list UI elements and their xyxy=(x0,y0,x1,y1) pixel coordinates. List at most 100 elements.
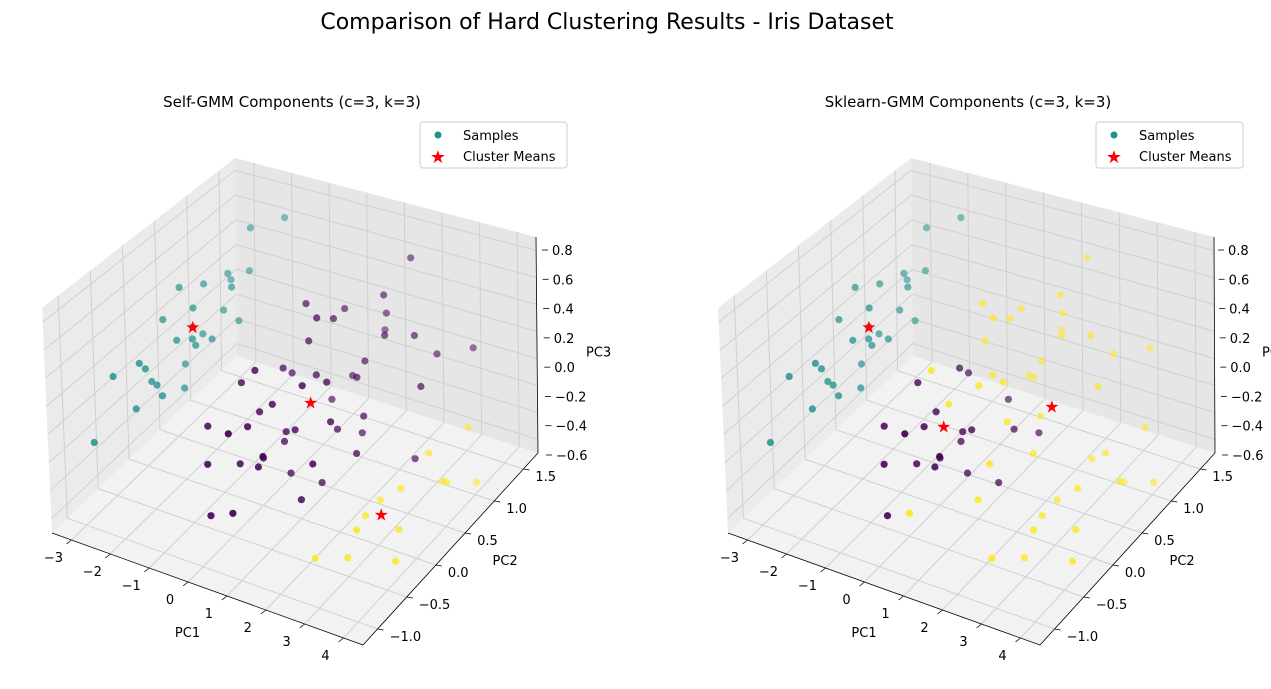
y-axis-line xyxy=(362,452,539,646)
sample-point xyxy=(224,269,232,277)
sample-point xyxy=(914,379,922,387)
sample-point xyxy=(341,305,349,313)
grid-line-y xyxy=(121,245,437,566)
sample-point xyxy=(279,364,287,372)
sample-point xyxy=(464,423,472,431)
z-axis-line xyxy=(1213,236,1216,454)
sample-point xyxy=(259,452,267,461)
grid-line-x xyxy=(1020,232,1197,639)
x-axis-line xyxy=(727,532,1041,646)
grid-line-y xyxy=(797,245,1114,566)
sample-point xyxy=(883,512,892,520)
sample-point xyxy=(376,496,384,504)
grid-line-x xyxy=(304,222,483,625)
sample-point xyxy=(957,437,965,445)
x-tick-mark xyxy=(260,609,267,615)
sample-point xyxy=(1087,331,1095,340)
self-gmm-title: Self-GMM Components (c=3, k=3) xyxy=(163,93,421,111)
x-tick-mark xyxy=(221,595,228,601)
x-tick-mark xyxy=(859,581,865,587)
sample-point xyxy=(1053,496,1061,504)
sample-point xyxy=(200,280,208,288)
sample-point xyxy=(1003,418,1011,426)
sample-point xyxy=(1094,382,1102,391)
sample-point xyxy=(1149,478,1158,486)
grid-line-z xyxy=(718,169,1215,323)
sample-point xyxy=(865,323,873,331)
x-tick-label: 4 xyxy=(321,649,329,664)
x-tick-label: 4 xyxy=(998,649,1006,664)
z-tick-label: 0.4 xyxy=(1229,303,1250,318)
z-tick-label: −0.4 xyxy=(555,420,587,435)
sample-point xyxy=(353,449,361,458)
sample-point xyxy=(256,408,264,416)
sample-point xyxy=(199,330,207,338)
y-tick-label: 1.0 xyxy=(1183,502,1204,517)
sample-point xyxy=(964,369,973,377)
x-axis-label: PC1 xyxy=(175,626,200,641)
sample-point xyxy=(361,511,370,520)
sample-point xyxy=(473,478,481,486)
sample-point xyxy=(968,426,976,434)
sample-point xyxy=(254,463,262,471)
cluster-mean-marker: ★ xyxy=(185,318,200,338)
sample-point xyxy=(1146,344,1154,352)
y-tick-mark xyxy=(523,468,530,471)
cluster-mean-marker: ★ xyxy=(1044,397,1059,417)
sample-point xyxy=(298,382,306,390)
sample-point xyxy=(323,378,331,386)
sample-point xyxy=(1004,395,1013,403)
grid-line-z xyxy=(720,219,1215,379)
sample-point xyxy=(1020,554,1029,562)
sample-point xyxy=(880,422,888,430)
sample-point xyxy=(963,469,972,477)
sample-point xyxy=(433,350,441,358)
y-tick-mark xyxy=(406,596,413,599)
y-tick-mark xyxy=(494,500,501,503)
x-tick-mark xyxy=(898,595,904,601)
sample-point xyxy=(246,224,254,232)
y-tick-label: 0.0 xyxy=(1125,566,1146,581)
y-tick-label: −0.5 xyxy=(1096,598,1128,613)
sample-point xyxy=(921,267,930,275)
sample-point xyxy=(251,366,259,374)
sample-point xyxy=(333,425,342,433)
sample-point xyxy=(439,477,447,485)
sample-point xyxy=(312,371,320,379)
x-tick-mark xyxy=(105,553,111,559)
grid-line-z xyxy=(51,343,539,520)
z-tick-label: 0.2 xyxy=(1230,332,1251,347)
grid-line-z xyxy=(47,268,538,435)
sample-point xyxy=(1116,477,1124,485)
sample-point xyxy=(835,316,843,324)
sample-point xyxy=(192,341,200,349)
sample-point xyxy=(913,460,921,468)
sample-point xyxy=(922,224,931,232)
sample-point xyxy=(1017,305,1025,313)
x-tick-label: 2 xyxy=(920,621,928,636)
sample-point xyxy=(380,291,388,299)
grid-line-x xyxy=(148,182,332,569)
sample-point xyxy=(407,254,415,262)
sample-point xyxy=(1059,309,1067,317)
sample-point xyxy=(281,214,289,222)
sample-point xyxy=(865,304,873,312)
sample-point xyxy=(911,317,919,325)
legend-frame xyxy=(1095,121,1244,169)
grid-line-y xyxy=(89,270,407,598)
back-pane xyxy=(235,158,538,453)
sample-point xyxy=(936,452,944,461)
sample-point xyxy=(235,317,243,325)
sample-point xyxy=(318,479,326,487)
sample-point xyxy=(90,438,98,447)
y-tick-mark xyxy=(1112,564,1119,567)
x-tick-label: −3 xyxy=(44,551,63,566)
sample-point xyxy=(158,392,167,400)
z-axis-label: PC3 xyxy=(1262,346,1271,361)
sample-point xyxy=(811,359,820,367)
x-tick-mark xyxy=(338,637,344,643)
sample-point xyxy=(849,336,857,344)
sample-point xyxy=(153,381,161,389)
sample-point xyxy=(229,509,237,517)
grid-line-z xyxy=(719,194,1215,351)
